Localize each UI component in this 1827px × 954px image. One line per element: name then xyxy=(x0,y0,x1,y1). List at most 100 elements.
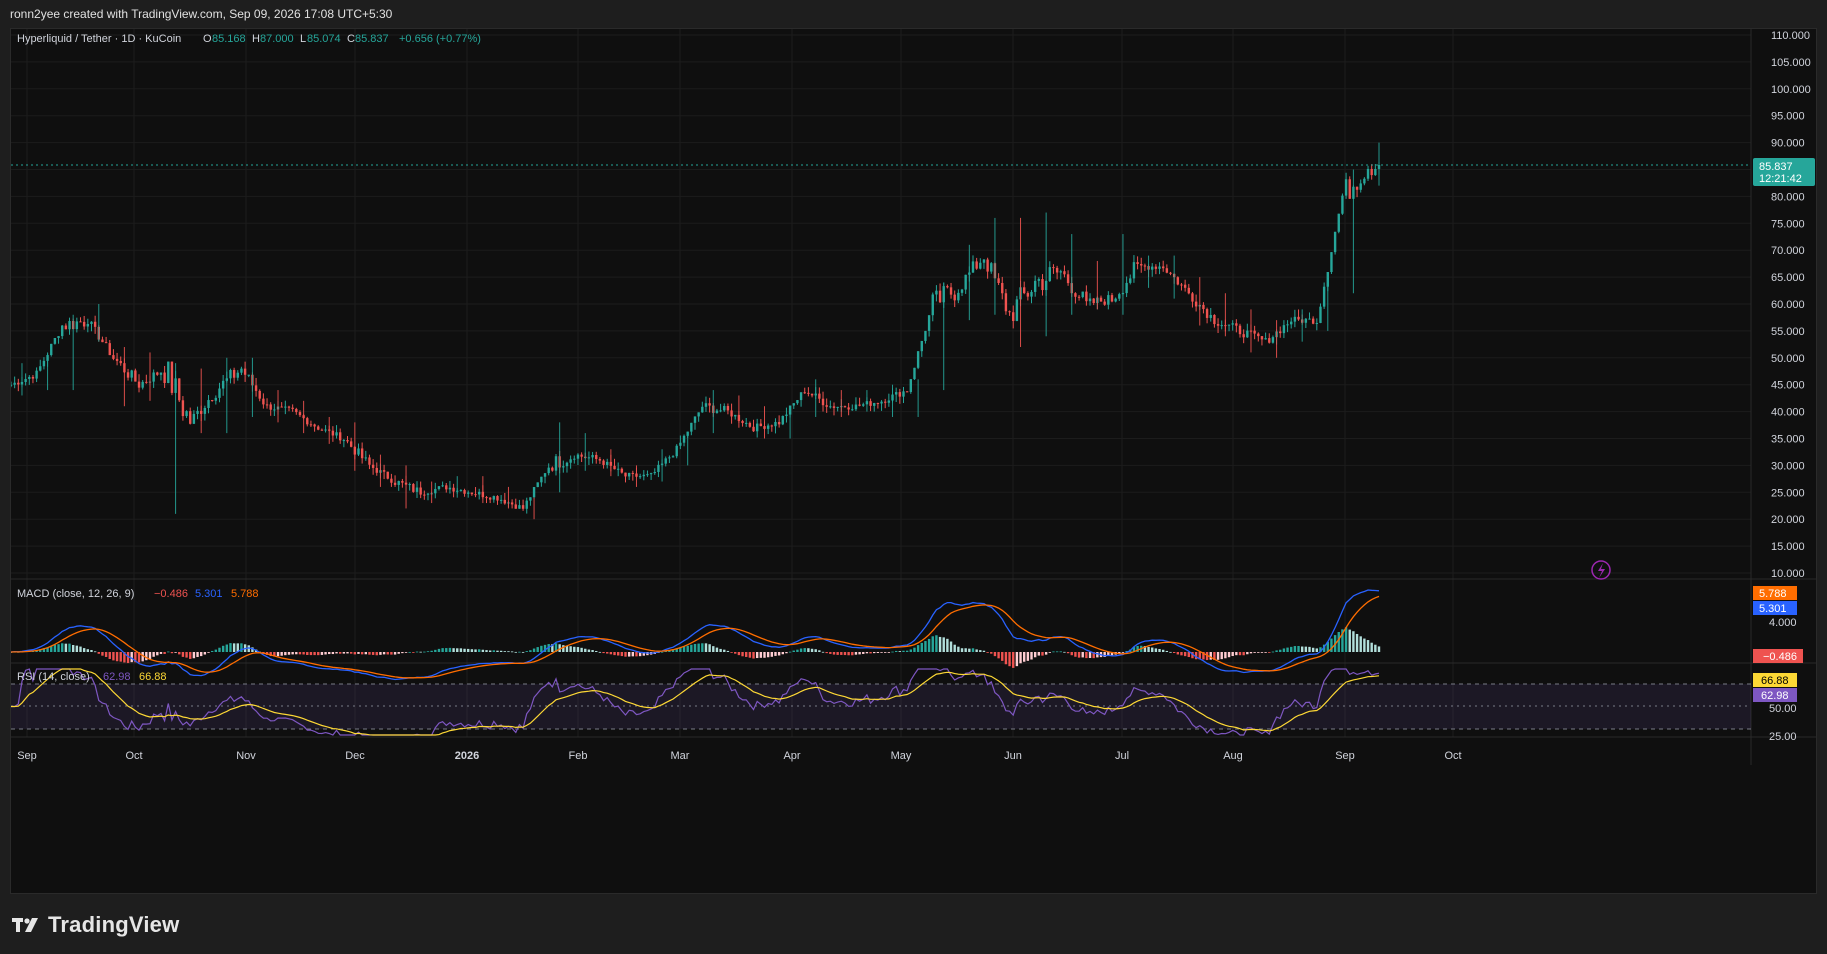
macd-hist-bar xyxy=(295,652,298,655)
macd-hist-bar xyxy=(1271,651,1275,653)
macd-hist-bar xyxy=(635,652,638,657)
ohlc-close-value: 85.837 xyxy=(355,33,389,45)
chart-canvas[interactable]: 110.000105.000100.00095.00090.00085.0008… xyxy=(11,29,1816,893)
candle xyxy=(1161,260,1165,272)
macd-hist-bar xyxy=(167,651,170,653)
candle xyxy=(141,380,144,390)
macd-hist-bar xyxy=(335,652,338,654)
macd-hist-bar xyxy=(134,652,137,663)
candle xyxy=(1366,165,1370,181)
candle xyxy=(693,416,697,430)
macd-hist-bar xyxy=(163,652,166,654)
rsi-legend: RSI (14, close) 62.98 66.88 xyxy=(17,671,167,683)
macd-hist-bar xyxy=(920,642,923,652)
candle xyxy=(1022,281,1026,295)
macd-hist-bar xyxy=(214,649,218,652)
chart-frame[interactable]: 110.000105.000100.00095.00090.00085.0008… xyxy=(10,28,1817,894)
macd-hist-bar xyxy=(701,643,704,652)
price-axis-label: 40.000 xyxy=(1771,407,1805,419)
candle xyxy=(1103,299,1106,306)
macd-hist-bar xyxy=(338,652,342,654)
candle xyxy=(1151,263,1154,277)
candle xyxy=(386,471,389,480)
lightning-icon[interactable] xyxy=(1591,560,1611,580)
candle xyxy=(324,425,327,433)
candle xyxy=(1092,298,1095,306)
macd-hist-bar xyxy=(1348,629,1351,652)
macd-hist-bar xyxy=(847,652,850,656)
candle xyxy=(397,480,400,491)
macd-hist-bar xyxy=(558,644,561,652)
macd-hist-bar xyxy=(931,636,934,652)
time-axis[interactable]: Sep Oct Nov Dec 2026 Feb Mar Apr May Jun Jul Aug Sep… xyxy=(17,750,1461,762)
macd-hist-bar xyxy=(730,652,733,653)
macd-hist-bar xyxy=(200,652,203,657)
candle xyxy=(419,481,422,499)
candle xyxy=(1205,307,1209,324)
macd-hist-bar xyxy=(1322,644,1326,652)
candle xyxy=(631,470,635,481)
candle xyxy=(203,405,207,421)
macd-hist-bar xyxy=(1176,652,1180,655)
tradingview-logo[interactable]: TradingView xyxy=(12,912,179,938)
price-axis-label: 15.000 xyxy=(1771,541,1805,553)
macd-hist-bar xyxy=(126,652,130,664)
candle xyxy=(1074,292,1077,304)
candle xyxy=(924,330,927,344)
footer: TradingView xyxy=(0,896,1827,954)
candle xyxy=(474,487,477,498)
price-axis-label: 50.000 xyxy=(1771,353,1805,365)
macd-hist-bar xyxy=(551,644,554,652)
macd-hist-bar xyxy=(719,648,722,652)
candle xyxy=(1271,335,1275,344)
macd-hist-bar xyxy=(825,652,828,654)
candle xyxy=(445,482,448,493)
macd-hist-bar xyxy=(448,647,452,652)
candle xyxy=(137,374,141,393)
macd-hist-bar xyxy=(379,652,382,655)
macd-hist-bar xyxy=(1158,648,1161,652)
macd-hist-bar xyxy=(115,652,119,662)
candle xyxy=(452,483,455,498)
price-axis-label: 35.000 xyxy=(1771,434,1805,446)
macd-hist-bar xyxy=(1001,652,1004,661)
macd-hist-bar xyxy=(887,652,891,653)
macd-hist-bar xyxy=(415,651,419,653)
candle xyxy=(254,377,258,397)
macd-hist-bar xyxy=(510,651,514,653)
candle xyxy=(726,403,730,415)
price-axis-label: 45.000 xyxy=(1771,380,1805,392)
macd-hist-bar xyxy=(1366,640,1370,652)
candle xyxy=(499,495,503,504)
candle xyxy=(273,403,276,416)
macd-title: MACD (close, 12, 26, 9) xyxy=(17,588,134,600)
macd-hist-bar xyxy=(584,648,587,652)
macd-hist-bar xyxy=(203,652,207,655)
macd-hist-bar xyxy=(328,652,331,655)
macd-hist-bar xyxy=(57,644,60,652)
ohlc-open-label: O xyxy=(203,33,212,45)
candle xyxy=(796,400,799,405)
macd-hist-bar xyxy=(591,650,594,652)
macd-hist-bar xyxy=(565,645,569,652)
macd-hist-bar xyxy=(401,652,404,654)
candle xyxy=(492,495,496,503)
candle xyxy=(894,387,898,403)
ohlc-high-label: H xyxy=(252,33,260,45)
macd-hist-bar xyxy=(986,652,989,653)
candle xyxy=(1132,255,1136,283)
macd-hist-bar xyxy=(349,652,353,654)
chart-caption: ronn2yee created with TradingView.com, S… xyxy=(0,0,1827,28)
time-axis-label: Oct xyxy=(1444,750,1461,762)
macd-hist-bar xyxy=(598,651,602,653)
candle xyxy=(657,460,660,478)
macd-hist-bar xyxy=(803,648,806,652)
candle xyxy=(477,488,481,500)
macd-hist-bar xyxy=(1260,652,1264,653)
candle xyxy=(1293,309,1297,328)
candle xyxy=(393,475,397,487)
candle xyxy=(53,337,57,345)
candle xyxy=(145,374,148,384)
macd-hist-bar xyxy=(1052,651,1055,653)
macd-hist-bar xyxy=(273,652,276,657)
